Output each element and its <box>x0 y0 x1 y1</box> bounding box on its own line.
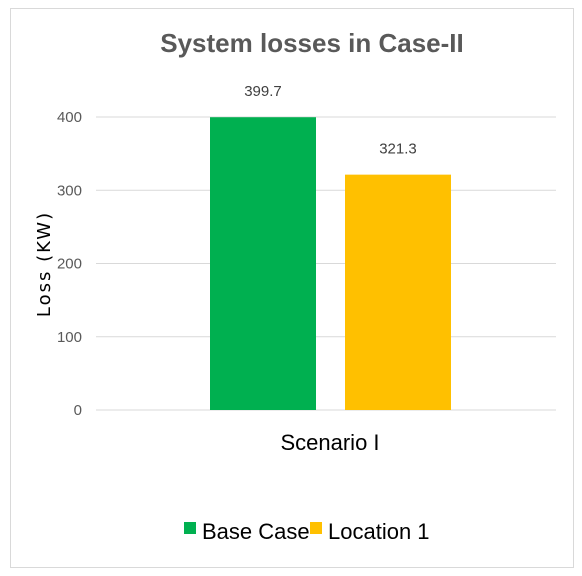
data-label: 321.3 <box>379 141 417 158</box>
y-tick-label: 200 <box>57 256 82 273</box>
bar-location-1 <box>345 174 451 410</box>
bar-base-case <box>210 117 316 410</box>
y-axis-label: Loss (KW) <box>34 211 55 317</box>
x-category-label: Scenario I <box>280 430 379 455</box>
y-tick-labels: 0 100 200 300 400 <box>57 109 82 419</box>
data-label: 399.7 <box>244 83 282 100</box>
legend-label-base-case: Base Case <box>202 519 310 544</box>
chart-title: System losses in Case-II <box>160 28 463 58</box>
y-tick-label: 300 <box>57 182 82 199</box>
y-tick-label: 0 <box>74 402 82 419</box>
data-labels: 399.7 321.3 <box>244 83 417 157</box>
y-tick-label: 400 <box>57 109 82 126</box>
legend-label-location-1: Location 1 <box>328 519 430 544</box>
bars <box>210 117 451 410</box>
gridlines <box>96 116 556 411</box>
legend-swatch-base-case <box>184 522 196 534</box>
y-tick-label: 100 <box>57 329 82 346</box>
legend: Base Case Location 1 <box>184 519 430 544</box>
legend-swatch-location-1 <box>310 522 322 534</box>
